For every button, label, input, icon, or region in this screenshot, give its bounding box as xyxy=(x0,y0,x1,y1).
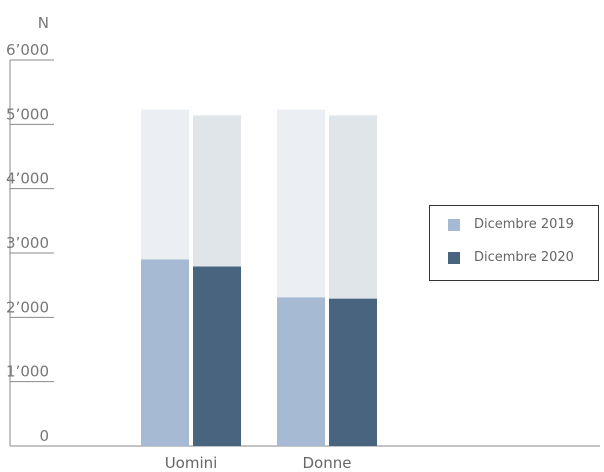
y-tick-label: 1’000 xyxy=(6,363,49,381)
bar-donne-2 xyxy=(329,298,377,446)
bars-layer xyxy=(141,109,377,447)
x-category-label: Uomini xyxy=(165,454,218,472)
y-tick-label: 4’000 xyxy=(6,170,49,188)
legend-label-dicembre-2019: Dicembre 2019 xyxy=(474,217,574,232)
legend: Dicembre 2019 Dicembre 2020 xyxy=(429,205,599,281)
y-tick-label: 6’000 xyxy=(6,41,49,59)
bar-uomini-2 xyxy=(193,266,241,446)
legend-label-dicembre-2020: Dicembre 2020 xyxy=(474,250,574,265)
legend-swatch-dicembre-2020 xyxy=(448,251,460,264)
x-category-label: Donne xyxy=(303,454,352,472)
legend-swatch-dicembre-2019 xyxy=(448,218,460,231)
y-tick-label: 0 xyxy=(39,427,49,445)
legend-item-dicembre-2019: Dicembre 2019 xyxy=(448,217,574,232)
y-tick-label: 5’000 xyxy=(6,105,49,123)
bar-uomini-1 xyxy=(141,259,189,446)
y-tick-label: 3’000 xyxy=(6,234,49,252)
labels-layer: N 0 1’000 2’000 3’000 4’000 5’000 6’000 Uomini Do… xyxy=(6,14,351,472)
y-tick-label: 2’000 xyxy=(6,298,49,316)
legend-item-dicembre-2020: Dicembre 2020 xyxy=(448,250,574,265)
y-axis-unit: N xyxy=(38,14,49,32)
bar-donne-1 xyxy=(277,297,325,446)
